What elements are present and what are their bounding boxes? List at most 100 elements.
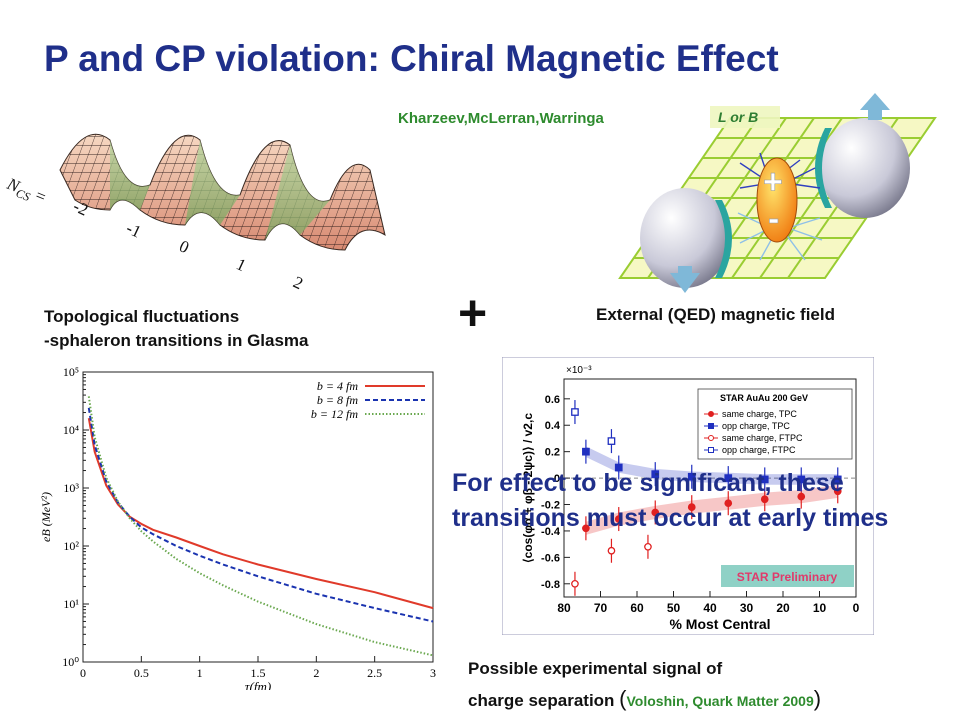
eb-series-line: [87, 396, 434, 657]
star-xtick-label: 60: [630, 601, 644, 615]
eb-xtick-label: 0.5: [134, 666, 149, 680]
eb-legend-label: b = 8 fm: [317, 393, 358, 407]
eb-xtick-label: 2: [313, 666, 319, 680]
star-point: [833, 475, 842, 484]
ion-left: [640, 188, 730, 288]
star-point: [582, 524, 590, 533]
star-point: [644, 542, 652, 551]
star-ytick-label: -0.6: [541, 552, 560, 564]
eb-xtick-label: 3: [430, 666, 436, 680]
star-xtick-label: 40: [703, 601, 717, 615]
topo-line-1: Topological fluctuations: [44, 307, 240, 326]
eb-plot-frame: [82, 371, 434, 663]
eb-ytick-label: 10⁰: [62, 655, 79, 669]
star-ytick-label: -0.2: [541, 500, 560, 512]
ion-right: [820, 118, 910, 218]
star-legend-label: opp charge, FTPC: [722, 445, 796, 455]
star-point: [582, 447, 590, 456]
star-legend-box: [697, 388, 853, 460]
eb-xtick-label: 0: [80, 666, 86, 680]
star-xtick-label: 0: [853, 601, 860, 615]
eb-ytick-label: 10⁴: [63, 423, 79, 437]
eb-xtick-label: 1.5: [251, 666, 266, 680]
eb-ylabel: eB (MeV²): [39, 492, 53, 542]
star-xtick-label: 50: [667, 601, 681, 615]
star-point: [687, 472, 696, 481]
star-same-band: [585, 484, 838, 535]
star-point: [797, 475, 806, 484]
eb-series-line: [87, 407, 434, 623]
eb-ytick-label: 10²: [63, 539, 79, 553]
fireball: [756, 157, 798, 243]
star-ytick-label: 0.4: [545, 420, 561, 432]
star-legend-marker: [708, 435, 714, 441]
charge-minus: -: [768, 200, 779, 238]
eb-ytick-label: 10⁵: [63, 365, 79, 379]
star-watermark: STAR Preliminary: [737, 570, 838, 584]
eb-legend-label: b = 4 fm: [317, 379, 358, 393]
star-ytick-label: -0.8: [541, 579, 560, 591]
eb-xtick-label: 2.5: [367, 666, 382, 680]
signal-line-1: Possible experimental signal of: [468, 659, 723, 678]
star-point: [687, 503, 696, 512]
eb-xtick-label: 1: [197, 666, 203, 680]
star-point: [607, 546, 616, 555]
eb-xlabel: τ(fm): [245, 679, 271, 690]
star-xlabel: % Most Central: [669, 616, 770, 632]
star-point: [797, 492, 806, 501]
slide-title: P and CP violation: Chiral Magnetic Effe…: [44, 38, 779, 79]
star-point: [760, 475, 769, 484]
star-legend-label: same charge, TPC: [722, 409, 797, 419]
signal-line-2: charge separation (Voloshin, Quark Matte…: [468, 684, 821, 716]
star-legend-marker: [708, 447, 714, 453]
star-point: [651, 470, 660, 478]
topological-fluctuations-label: Topological fluctuations -sphaleron tran…: [44, 305, 309, 353]
surface-mesh: [59, 133, 386, 251]
star-ytick-label: 0.6: [545, 394, 560, 406]
star-point: [571, 408, 579, 416]
axis-label-l-or-b: L or B: [718, 109, 758, 125]
star-point: [614, 463, 623, 472]
star-ylabel: ⟨cos(φα + φβ - 2ψc)⟩ / v2,c: [521, 413, 535, 563]
star-legend-label: opp charge, TPC: [722, 421, 790, 431]
star-charge-separation-chart: 0.6 0.4 0.2 0 -0.2 -0.4 -0.6 -0.8 80 70 60 50 40 30 20…: [502, 357, 874, 635]
star-watermark-bg: [721, 565, 854, 587]
significance-callout: For effect to be significant, these tran…: [452, 469, 889, 532]
star-xtick-label: 80: [557, 601, 571, 615]
ncs-value-2: -1: [123, 218, 144, 241]
star-xtick-label: 30: [740, 601, 754, 615]
eb-legend-label: b = 12 fm: [311, 407, 358, 421]
star-xtick-label: 70: [594, 601, 608, 615]
ncs-value-5: 2: [290, 272, 306, 293]
star-ytick-label: 0.2: [545, 447, 560, 459]
external-field-label: External (QED) magnetic field: [596, 305, 835, 324]
charge-plus: +: [763, 163, 783, 201]
heavy-ion-collision-figure: L or B + -: [618, 93, 937, 293]
ncs-label: NCS=: [2, 174, 49, 210]
eb-series-line: [87, 418, 434, 610]
eb-vs-tau-chart: 10⁰ 10¹ 10² 10³ 10⁴ 10⁵ 0 0.5 1 1.5 2 2.5 3 eB (MeV²)…: [39, 365, 436, 690]
star-point: [724, 499, 733, 508]
plus-sign: +: [458, 285, 488, 341]
ncs-value-4: 1: [233, 254, 249, 275]
paren-close: ): [813, 686, 822, 711]
star-point: [760, 495, 769, 504]
star-legend-marker: [708, 423, 714, 429]
star-xtick-label: 20: [776, 601, 790, 615]
credit-kharzeev: Kharzeev,McLerran,Warringa: [398, 110, 604, 127]
star-opp-band: [585, 446, 838, 485]
topo-line-2: -sphaleron transitions in Glasma: [44, 331, 309, 350]
star-y-multiplier: ×10⁻³: [566, 365, 592, 376]
star-point: [614, 515, 623, 523]
star-point: [724, 474, 733, 482]
star-legend-marker: [708, 411, 714, 417]
star-point: [607, 437, 616, 445]
star-xtick-label: 10: [813, 601, 827, 615]
star-ytick-label: -0.4: [541, 526, 561, 538]
ncs-value-3: 0: [176, 236, 192, 257]
star-point: [651, 508, 660, 517]
star-point: [571, 579, 579, 588]
star-legend-label: same charge, FTPC: [722, 433, 803, 443]
experimental-signal-label: Possible experimental signal of charge s…: [468, 654, 821, 716]
sphaleron-surface-figure: NCS= -2 -1 0 1 2: [2, 133, 386, 293]
